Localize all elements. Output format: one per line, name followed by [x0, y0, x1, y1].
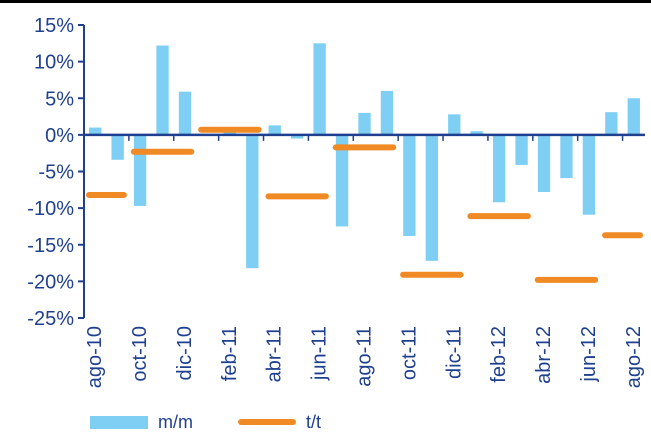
y-tick-label: 5%	[45, 88, 74, 110]
bar-mm	[470, 131, 483, 135]
bar-mm	[133, 134, 147, 206]
x-tick-label: abr-12	[533, 326, 555, 384]
x-tick-label: ago-11	[354, 326, 376, 387]
legend-swatch-tt	[238, 419, 296, 425]
x-tick-label: ago-10	[84, 326, 106, 388]
x-tick-label: oct-11	[398, 326, 420, 380]
y-tick-label: -20%	[27, 271, 74, 293]
y-tick-label: 10%	[34, 52, 74, 74]
bar-mm	[627, 98, 640, 135]
legend-item-mm: m/m	[90, 412, 193, 432]
bar-mm	[313, 43, 326, 135]
bar-mm	[537, 134, 551, 193]
y-tick-label: 15%	[34, 15, 74, 37]
y-tick-label: -10%	[27, 198, 74, 220]
bar-mm	[605, 112, 618, 135]
x-tick-label: feb-12	[488, 326, 510, 383]
bar-mm	[89, 127, 102, 135]
bar-chart: 15% 10% 5% 0% -5% -10% -15% -20% -25% ago-10 oct-1…	[27, 15, 645, 388]
bar-mm	[358, 112, 371, 135]
bar-mm	[291, 134, 304, 139]
bar-mm	[335, 134, 349, 227]
x-tick-label: ago-12	[623, 326, 645, 388]
bar-mm	[111, 134, 124, 160]
y-tick-label: -25%	[27, 308, 74, 330]
legend-swatch-mm	[90, 415, 148, 429]
bar-mm	[560, 134, 573, 179]
bar-mm	[448, 114, 461, 135]
bar-mm	[582, 134, 596, 215]
legend-label-mm: m/m	[158, 411, 193, 432]
bar-mm	[403, 134, 416, 236]
x-tick-label: dic-10	[174, 326, 196, 380]
legend-label-tt: t/t	[306, 411, 322, 432]
x-tick-label: oct-10	[129, 326, 151, 382]
x-tick-label: jun-11	[309, 326, 331, 381]
x-tick-label: feb-11	[219, 326, 241, 381]
y-tick-label: -15%	[27, 235, 74, 257]
bar-mm	[380, 90, 394, 135]
bar-mm	[515, 134, 528, 165]
y-tick-label: 0%	[45, 125, 74, 147]
top-rule	[0, 0, 651, 3]
bar-mm	[268, 125, 281, 135]
bar-mm	[425, 134, 438, 261]
x-tick-label: jun-12	[578, 326, 600, 383]
y-tick-label: -5%	[38, 162, 74, 184]
bar-mm	[246, 134, 259, 269]
bar-mm	[492, 134, 506, 203]
legend-item-tt: t/t	[238, 412, 321, 432]
bar-mm	[178, 91, 192, 135]
bar-mm	[156, 45, 169, 135]
x-tick-label: abr-11	[264, 326, 286, 382]
x-tick-label: dic-11	[443, 326, 465, 379]
